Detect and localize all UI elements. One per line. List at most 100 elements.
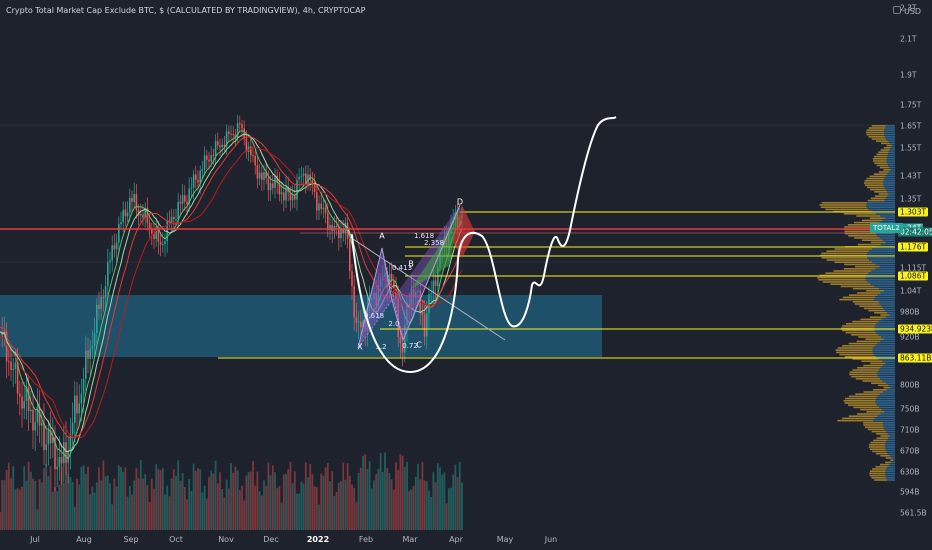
volume-bar [395, 462, 397, 530]
profile-bar-down [885, 446, 895, 448]
profile-bar-up [866, 177, 885, 180]
volume-bar [271, 465, 274, 530]
candle-body [351, 271, 353, 287]
candle-body [230, 133, 232, 135]
profile-bar-up [880, 455, 890, 457]
profile-bar-up [834, 261, 872, 263]
candle-body [241, 124, 243, 129]
volume-bar [36, 509, 39, 530]
candle-body [331, 224, 333, 232]
profile-bar-down [876, 323, 895, 325]
profile-bar-up [856, 215, 881, 217]
volume-bar [100, 480, 103, 530]
volume-bar [25, 480, 28, 530]
candle-body [80, 393, 83, 404]
profile-bar-up [872, 450, 887, 453]
profile-bar-up [857, 413, 881, 415]
candle-body [221, 144, 223, 148]
volume-bar [3, 480, 6, 530]
profile-bar-up [843, 268, 876, 270]
profile-bar-down [880, 367, 895, 369]
profile-bar-up [849, 294, 878, 296]
profile-bar-down [887, 140, 895, 142]
profile-bar-down [869, 259, 895, 261]
price-axis-label: 800B [900, 380, 920, 390]
projection-drawing[interactable] [351, 116, 617, 374]
volume-bar [67, 473, 70, 530]
volume-bar [307, 477, 309, 530]
candle-body [428, 293, 430, 314]
candle-body [344, 222, 347, 233]
volume-bar [454, 464, 457, 530]
profile-bar-up [848, 235, 878, 237]
profile-bar-down [884, 129, 895, 131]
price-axis-label: 1.65T [900, 121, 922, 131]
volume-bar [243, 500, 246, 530]
volume-bar [170, 478, 173, 530]
profile-bar-down [881, 318, 895, 321]
time-axis-label: Feb [358, 535, 374, 544]
volume-bar [76, 478, 78, 530]
volume-bar [183, 487, 186, 530]
candle-body [208, 159, 210, 162]
profile-bar-up [839, 298, 874, 301]
profile-bar-up [852, 287, 880, 290]
candle-body [430, 293, 432, 295]
horizontal-levels[interactable] [0, 211, 895, 359]
volume-bar [115, 486, 118, 530]
profile-bar-down [875, 296, 895, 299]
volume-bar [80, 466, 83, 530]
profile-bar-down [875, 232, 895, 235]
candle-body [98, 304, 100, 309]
profile-bar-up [871, 138, 887, 140]
currency-label[interactable]: USD [904, 7, 922, 16]
profile-bar-down [873, 419, 895, 422]
candle-body [188, 188, 190, 204]
pattern-label: X [357, 342, 363, 352]
profile-bar-down [868, 208, 895, 211]
profile-bar-up [874, 191, 888, 193]
volume-bar [276, 488, 279, 530]
volume-bar [117, 465, 120, 530]
profile-bar-down [889, 142, 895, 145]
profile-bar-up [848, 342, 878, 345]
candle-body [267, 178, 270, 191]
volume-bar [23, 466, 26, 530]
candle-body [324, 207, 327, 214]
candle-body [69, 434, 72, 451]
candle-body [228, 131, 230, 134]
profile-bar-up [840, 285, 875, 288]
profile-bar-up [837, 419, 874, 422]
profile-bar-up [840, 327, 875, 329]
profile-bar-down [885, 188, 895, 191]
profile-bar-down [884, 428, 895, 431]
currency-lock-icon[interactable] [893, 6, 901, 14]
volume-bar [199, 469, 202, 530]
profile-bar-up [868, 309, 885, 312]
profile-bar-up [851, 334, 879, 336]
candle-body [120, 222, 122, 225]
candle-body [285, 187, 287, 201]
candle-body [159, 241, 162, 245]
profile-bar-up [870, 441, 886, 444]
volume-bar [111, 504, 114, 530]
profile-bar-down [873, 347, 895, 349]
candle-body [12, 368, 14, 370]
profile-bar-up [880, 314, 890, 316]
profile-bar-up [879, 463, 890, 466]
volume-bar [192, 463, 195, 530]
candle-body [254, 155, 256, 166]
volume-bar [109, 483, 111, 530]
candle-body [340, 229, 342, 239]
volume-bar [133, 480, 136, 530]
profile-bar-up [866, 186, 885, 189]
profile-bar-down [886, 468, 895, 470]
candle-body [76, 395, 78, 414]
volume-bar [329, 481, 331, 530]
volume-bar [51, 491, 54, 530]
harmonic-pattern-drawing[interactable] [357, 204, 475, 349]
candle-body [23, 400, 25, 409]
profile-bar-down [880, 215, 895, 217]
profile-bar-up [875, 466, 888, 468]
